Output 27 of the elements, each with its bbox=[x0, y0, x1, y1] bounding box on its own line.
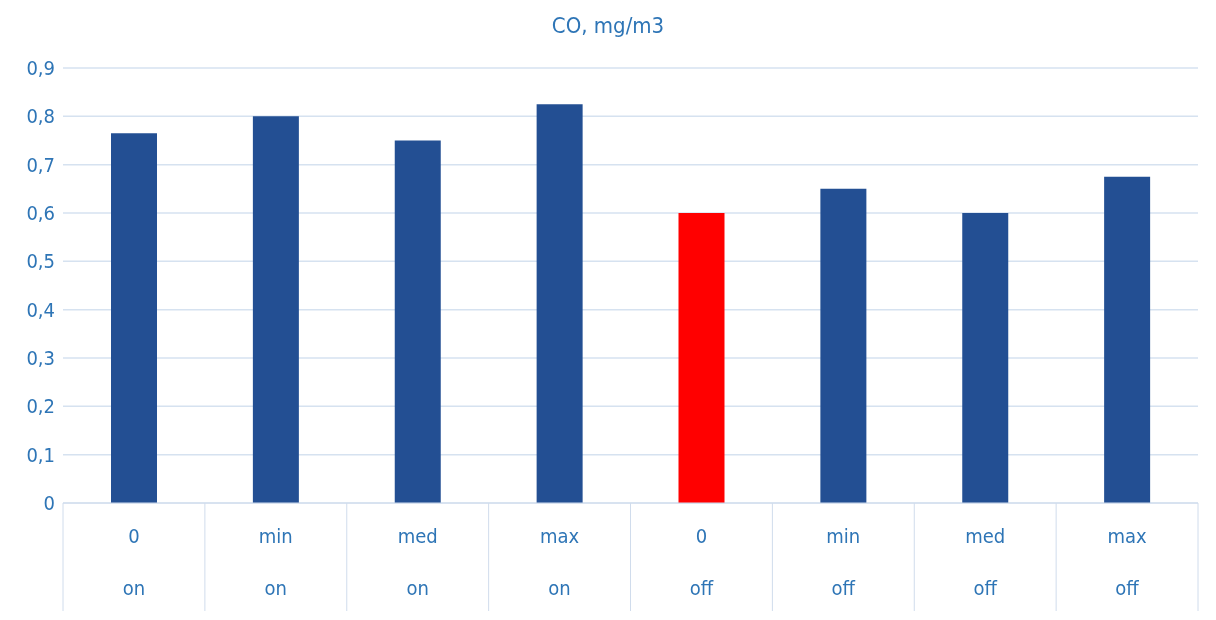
category-label: max on bbox=[539, 524, 580, 600]
y-tick-label: 0,1 bbox=[26, 442, 55, 467]
bar bbox=[1104, 176, 1151, 503]
y-tick-label: 0,5 bbox=[26, 249, 55, 274]
category-label: med off bbox=[965, 524, 1006, 600]
y-tick-label: 0,8 bbox=[26, 104, 55, 129]
category-label: 0 on bbox=[122, 524, 146, 600]
bar bbox=[678, 213, 725, 503]
bar bbox=[394, 140, 441, 503]
bar bbox=[252, 116, 299, 503]
y-tick-label: 0,6 bbox=[26, 201, 55, 226]
category-label: min off bbox=[826, 524, 861, 600]
y-tick-label: 0,2 bbox=[26, 394, 55, 419]
category-label: med on bbox=[397, 524, 438, 600]
category-label: max off bbox=[1107, 524, 1147, 600]
y-tick-label: 0,7 bbox=[26, 152, 55, 177]
y-tick-label: 0,3 bbox=[26, 346, 55, 371]
category-label: 0 off bbox=[689, 524, 714, 600]
y-tick-label: 0,4 bbox=[26, 297, 55, 322]
bar bbox=[820, 188, 867, 503]
y-tick-label: 0 bbox=[43, 491, 55, 516]
y-tick-label: 0,9 bbox=[26, 56, 55, 81]
chart-title: CO, mg/m3 bbox=[550, 12, 666, 40]
category-label: min on bbox=[258, 524, 293, 600]
bar bbox=[536, 104, 583, 503]
bar bbox=[962, 213, 1009, 503]
bar bbox=[111, 133, 157, 503]
